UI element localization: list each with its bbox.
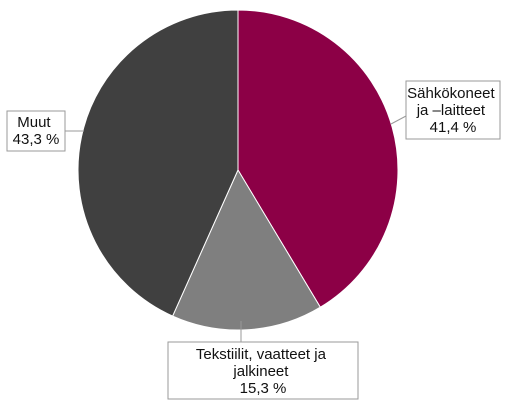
callout-muut: Muut 43,3 % xyxy=(6,110,84,152)
slice-label-tekstiilit-line-1: Tekstiilit, vaatteet ja xyxy=(196,346,327,363)
slice-label-tekstiilit-line-3: 15,3 % xyxy=(240,380,287,397)
pie-slice-tekstiilit xyxy=(171,168,321,331)
leader-line-sahkokoneet xyxy=(390,115,407,125)
slice-label-tekstiilit-line-2: jalkineet xyxy=(232,363,289,380)
callout-tekstiilit: Tekstiilit, vaatteet ja jalkineet 15,3 % xyxy=(167,321,359,400)
pie-slice-muut xyxy=(77,9,239,317)
slice-label-tekstiilit: Tekstiilit, vaatteet ja jalkineet 15,3 % xyxy=(196,346,330,397)
callout-box-tekstiilit xyxy=(167,341,359,400)
slice-label-sahkokoneet: Sähkökoneet ja –laitteet 41,4 % xyxy=(407,85,499,136)
slice-label-sahkokoneet-line-3: 41,4 % xyxy=(430,119,477,136)
slice-label-sahkokoneet-line-1: Sähkökoneet xyxy=(407,85,495,102)
callout-box-muut xyxy=(6,110,66,152)
slice-label-muut: Muut 43,3 % xyxy=(13,114,60,148)
pie-slices xyxy=(77,9,399,331)
callout-sahkokoneet: Sähkökoneet ja –laitteet 41,4 % xyxy=(390,80,501,140)
slice-label-sahkokoneet-line-2: ja –laitteet xyxy=(416,102,486,119)
callout-box-sahkokoneet xyxy=(405,80,501,140)
slice-label-muut-line-1: Muut xyxy=(17,114,51,131)
pie-slice-sahkokoneet xyxy=(237,9,399,308)
slice-label-muut-line-2: 43,3 % xyxy=(13,131,60,148)
